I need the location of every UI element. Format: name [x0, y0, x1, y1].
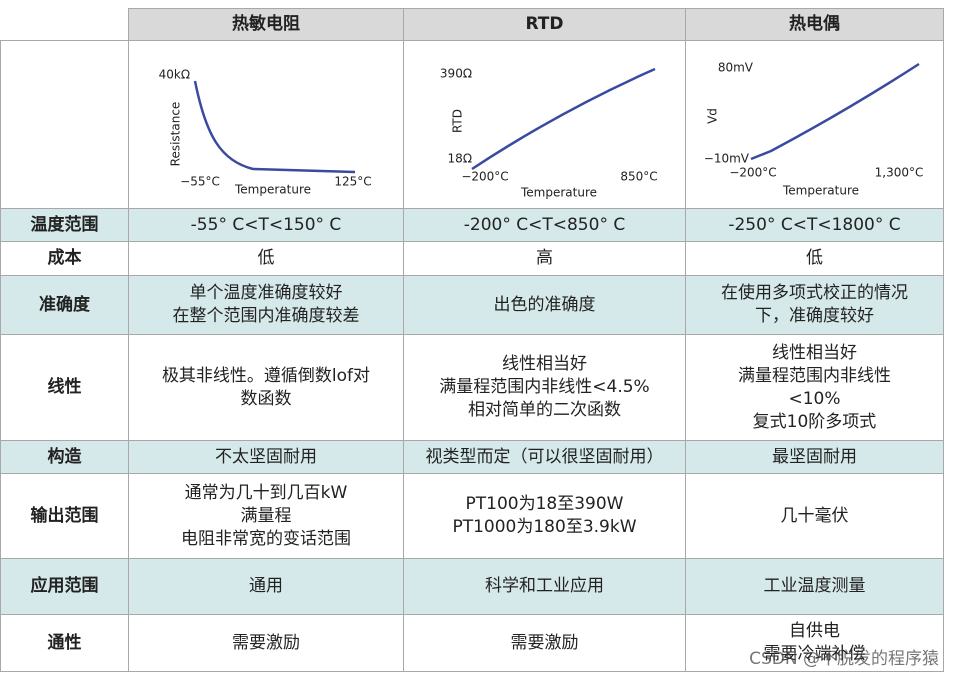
table-row: 准确度 单个温度准确度较好 在整个范围内准确度较差 出色的准确度 在使用多项式校正的情… — [0, 275, 944, 335]
mini-chart: 80mV −10mV Vd −200°C Temperature 1,300°C — [704, 61, 924, 198]
cell: 自供电 需要冷端补偿 — [685, 614, 944, 672]
cell: 需要激励 — [128, 614, 404, 672]
y-top-label: 80mV — [718, 61, 754, 75]
column-header: 热电偶 — [685, 8, 944, 41]
cell: 通用 — [128, 558, 404, 615]
y-axis-label: Vd — [706, 108, 720, 124]
cell: 出色的准确度 — [403, 275, 686, 335]
table-row: 通性 需要激励 需要激励 自供电 需要冷端补偿 — [0, 614, 944, 672]
chart-cell: 40kΩ Resistance −55°C Temperature 125°C — [128, 40, 404, 209]
cell: PT100为18至390W PT1000为180至3.9kW — [403, 473, 686, 559]
x-right-label: 1,300°C — [875, 166, 924, 180]
y-top-label: 40kΩ — [159, 68, 190, 82]
cell: 几十毫伏 — [685, 473, 944, 559]
row-label: 温度范围 — [0, 208, 129, 242]
table-row: 应用范围 通用 科学和工业应用 工业温度测量 — [0, 558, 944, 615]
cell: 科学和工业应用 — [403, 558, 686, 615]
cell: 工业温度测量 — [685, 558, 944, 615]
cell: 视类型而定（可以很坚固耐用） — [403, 440, 686, 474]
x-axis-label: Temperature — [519, 186, 596, 200]
cell: 不太坚固耐用 — [128, 440, 404, 474]
row-label: 成本 — [0, 241, 129, 276]
x-left-label: −55°C — [180, 175, 220, 189]
cell: 需要激励 — [403, 614, 686, 672]
table-row: 成本低高低 — [0, 241, 944, 276]
y-axis-label: Resistance — [169, 102, 183, 167]
y-axis-label: RTD — [450, 109, 464, 133]
corner — [0, 8, 129, 41]
cell: 极其非线性。遵循倒数lof对 数函数 — [128, 334, 404, 441]
cell: -200° C<T<850° C — [403, 208, 686, 242]
x-left-label: −200°C — [729, 166, 776, 180]
y-bottom-label: 18Ω — [447, 152, 471, 166]
y-bottom-label: −10mV — [704, 152, 750, 166]
curve — [470, 67, 656, 171]
row-label: 构造 — [0, 440, 129, 474]
cell: -55° C<T<150° C — [128, 208, 404, 242]
cell: 单个温度准确度较好 在整个范围内准确度较差 — [128, 275, 404, 335]
table-row: 线性 极其非线性。遵循倒数lof对 数函数 线性相当好 满量程范围内非线性<4.5%… — [0, 334, 944, 441]
cell: 最坚固耐用 — [685, 440, 944, 474]
cell: -250° C<T<1800° C — [685, 208, 944, 242]
cell: 通常为几十到几百kW 满量程 电阻非常宽的变话范围 — [128, 473, 404, 559]
cell: 低 — [685, 241, 944, 276]
x-left-label: −200°C — [461, 170, 508, 184]
row-label: 准确度 — [0, 275, 129, 335]
chart-cell: 390Ω 18Ω RTD −200°C Temperature 850°C — [403, 40, 686, 209]
table-row: 输出范围 通常为几十到几百kW 满量程 电阻非常宽的变话范围 PT100为18至39… — [0, 473, 944, 559]
x-axis-label: Temperature — [782, 184, 859, 198]
comparison-table: 热敏电阻 RTD 热电偶 40kΩ Resistance −55°C Temperatur… — [0, 8, 944, 672]
cell: 线性相当好 满量程范围内非线性<4.5% 相对简单的二次函数 — [403, 334, 686, 441]
cell: 在使用多项式校正的情况 下，准确度较好 — [685, 275, 944, 335]
curve — [193, 80, 356, 174]
watermark: CSDN @不脱发的程序猿 — [749, 649, 939, 669]
cell: 低 — [128, 241, 404, 276]
row-label: 通性 — [0, 614, 129, 672]
y-top-label: 390Ω — [439, 67, 471, 81]
table-row: 温度范围 -55° C<T<150° C -200° C<T<850° C -250°… — [0, 208, 944, 242]
blank-cell — [0, 40, 129, 209]
x-right-label: 850°C — [620, 170, 657, 184]
table-row: 构造 不太坚固耐用 视类型而定（可以很坚固耐用） 最坚固耐用 — [0, 440, 944, 474]
chart-cell: 80mV −10mV Vd −200°C Temperature 1,300°C — [685, 40, 944, 209]
header-row: 热敏电阻 RTD 热电偶 — [0, 8, 944, 41]
mini-chart: 40kΩ Resistance −55°C Temperature 125°C — [159, 68, 372, 197]
cell: 线性相当好 满量程范围内非线性 <10% 复式10阶多项式 — [685, 334, 944, 441]
column-header: RTD — [403, 8, 686, 41]
x-right-label: 125°C — [334, 175, 371, 189]
curve — [750, 62, 920, 161]
cell: 高 — [403, 241, 686, 276]
row-label: 线性 — [0, 334, 129, 441]
chart-row: 40kΩ Resistance −55°C Temperature 125°C 390Ω 1… — [0, 40, 944, 209]
mini-chart: 390Ω 18Ω RTD −200°C Temperature 850°C — [439, 67, 657, 200]
row-label: 应用范围 — [0, 558, 129, 615]
column-header: 热敏电阻 — [128, 8, 404, 41]
x-axis-label: Temperature — [234, 183, 311, 197]
row-label: 输出范围 — [0, 473, 129, 559]
